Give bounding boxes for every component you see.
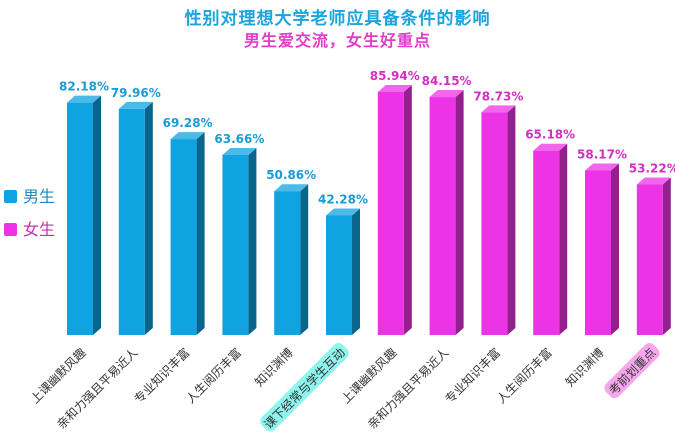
legend-item-female: 女生 xyxy=(4,216,55,240)
legend-swatch-female xyxy=(4,223,17,236)
category-label-text: 考前划重点 xyxy=(605,345,658,398)
category-label-text: 人生阅历丰富 xyxy=(183,345,245,407)
category-highlight xyxy=(260,343,349,432)
category-label-text: 知识渊博 xyxy=(562,345,607,390)
data-label: 78.73% xyxy=(473,89,523,103)
bar-front xyxy=(118,108,145,335)
data-label: 79.96% xyxy=(111,86,161,100)
bar-front xyxy=(481,112,508,336)
bar-side xyxy=(559,143,568,335)
category-tick-label: 考前划重点 xyxy=(604,343,660,399)
bar-side xyxy=(611,163,619,335)
chart-title: 性别对理想大学老师应具备条件的影响 xyxy=(184,9,491,29)
category-tick-label: 知识渊博 xyxy=(251,345,296,390)
legend-swatch-male xyxy=(4,190,17,203)
bar xyxy=(481,105,516,336)
bar-side xyxy=(144,101,153,335)
category-tick-label: 人生阅历丰富 xyxy=(493,345,555,407)
bar-side xyxy=(93,95,101,335)
bar xyxy=(429,90,464,335)
data-label: 53.22% xyxy=(629,162,675,176)
bar-front xyxy=(429,97,456,335)
bar-front xyxy=(67,102,93,335)
category-tick-label: 课下经常与学生互动 xyxy=(260,343,349,432)
bar-front xyxy=(377,92,404,335)
bar-top xyxy=(636,177,671,185)
bar-top xyxy=(326,208,360,216)
bar-front xyxy=(636,184,663,335)
bar xyxy=(274,184,309,335)
bar-top xyxy=(533,143,568,151)
bar xyxy=(533,143,568,335)
bar-side xyxy=(662,177,671,335)
bar-front xyxy=(274,191,301,335)
bar-side xyxy=(455,90,464,335)
bar xyxy=(636,177,671,335)
bar-side xyxy=(507,105,516,336)
bar xyxy=(585,163,619,335)
bar-front xyxy=(170,139,197,335)
data-label: 58.17% xyxy=(577,148,627,162)
data-label: 84.15% xyxy=(422,74,472,88)
bar-front xyxy=(533,150,560,335)
bar xyxy=(170,132,205,335)
data-label: 65.18% xyxy=(525,128,575,142)
bar-side xyxy=(352,208,360,335)
bar-front xyxy=(222,154,249,335)
bar-side xyxy=(300,184,309,335)
legend-label-male: 男生 xyxy=(23,187,56,206)
bar-top xyxy=(429,90,464,98)
category-tick-label: 人生阅历丰富 xyxy=(183,345,245,407)
bar xyxy=(67,95,101,335)
data-label: 82.18% xyxy=(59,80,109,94)
bar-top xyxy=(274,184,309,192)
bar-top xyxy=(67,95,101,103)
category-tick-label: 知识渊博 xyxy=(562,345,607,390)
data-label: 69.28% xyxy=(163,116,213,130)
chart-subtitle: 男生爱交流，女生好重点 xyxy=(243,31,431,50)
bar-top xyxy=(481,105,516,113)
legend-item-male: 男生 xyxy=(4,183,55,207)
bar-top xyxy=(585,163,619,171)
bar xyxy=(326,208,360,335)
bar-front xyxy=(585,170,611,335)
data-label: 42.28% xyxy=(318,192,368,206)
data-label: 50.86% xyxy=(266,168,316,182)
legend-label-female: 女生 xyxy=(23,220,56,239)
bar-front xyxy=(326,215,352,335)
bar-top xyxy=(118,101,153,109)
bar-side xyxy=(403,85,412,335)
data-label: 85.94% xyxy=(370,69,420,83)
bar-top xyxy=(222,147,257,155)
bar-top xyxy=(170,132,205,140)
bar-top xyxy=(377,85,412,92)
bar-side xyxy=(196,132,205,335)
data-label: 63.66% xyxy=(214,132,264,146)
bar xyxy=(222,147,257,335)
bar xyxy=(377,85,412,335)
bar xyxy=(118,101,153,335)
category-label-text: 人生阅历丰富 xyxy=(493,345,555,407)
category-highlight xyxy=(604,343,660,399)
bar-side xyxy=(248,147,257,335)
category-label-text: 知识渊博 xyxy=(251,345,296,390)
